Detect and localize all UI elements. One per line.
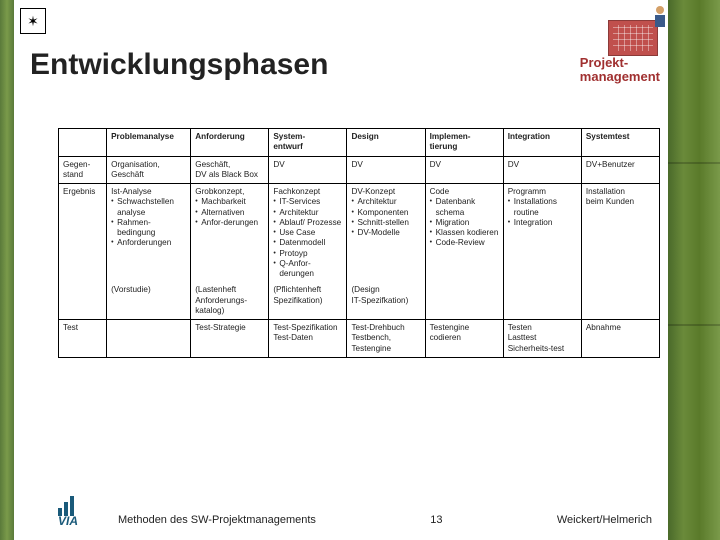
- cell: (Pflichtenheft Spezifikation): [269, 282, 347, 319]
- table-header-row: Problemanalyse Anforderung System-entwur…: [59, 129, 660, 157]
- row-gegenstand: Gegen-stand Organisation, Geschäft Gesch…: [59, 156, 660, 184]
- cell: (Lastenheft Anforderungs-katalog): [191, 282, 269, 319]
- cell: (DesignIT-Spezifkation): [347, 282, 425, 319]
- cell: Abnahme: [581, 320, 659, 358]
- cell: Test-Strategie: [191, 320, 269, 358]
- cell: DV: [269, 156, 347, 184]
- cell-ergebnis-4: DV-KonzeptArchitekturKomponentenSchnitt-…: [347, 184, 425, 283]
- rowlabel-ergebnis: Ergebnis: [59, 184, 107, 283]
- cell: [503, 282, 581, 319]
- cell-ergebnis-7: Installationbeim Kunden: [581, 184, 659, 283]
- cell-ergebnis-5: CodeDatenbank schemaMigrationKlassen kod…: [425, 184, 503, 283]
- row-ergebnis: Ergebnis Ist-AnalyseSchwachstellen analy…: [59, 184, 660, 283]
- phases-table: Problemanalyse Anforderung System-entwur…: [58, 128, 660, 358]
- logo-text: VIA: [58, 514, 78, 528]
- cell: [581, 282, 659, 319]
- pm-label-text: Projekt-management: [580, 55, 660, 84]
- row-test: Test Test-Strategie Test-Spezifikation T…: [59, 320, 660, 358]
- cell-ergebnis-3: FachkonzeptIT-ServicesArchitekturAblauf/…: [269, 184, 347, 283]
- th-implementierung: Implemen-tierung: [425, 129, 503, 157]
- th-blank: [59, 129, 107, 157]
- page-number: 13: [430, 514, 442, 526]
- cell: DV+Benutzer: [581, 156, 659, 184]
- th-integration: Integration: [503, 129, 581, 157]
- cell: Testengine codieren: [425, 320, 503, 358]
- cell: [425, 282, 503, 319]
- corner-icon: ✶: [20, 8, 46, 34]
- cell: Organisation, Geschäft: [107, 156, 191, 184]
- cell: DV: [503, 156, 581, 184]
- rowlabel-test: Test: [59, 320, 107, 358]
- bamboo-decoration-left: [0, 0, 14, 540]
- th-systementwurf: System-entwurf: [269, 129, 347, 157]
- th-design: Design: [347, 129, 425, 157]
- cell-ergebnis-1: Ist-AnalyseSchwachstellen analyseRahmen-…: [107, 184, 191, 283]
- bamboo-decoration-right: [668, 0, 720, 540]
- cell: [107, 320, 191, 358]
- cell: Test-Drehbuch Testbench, Testengine: [347, 320, 425, 358]
- cell: (Vorstudie): [107, 282, 191, 319]
- footer: VIA Methoden des SW-Projektmanagements 1…: [0, 496, 720, 526]
- logo-icon: VIA: [58, 496, 108, 526]
- cell: DV: [425, 156, 503, 184]
- footer-title: Methoden des SW-Projektmanagements: [118, 514, 316, 526]
- row-ergebnis-sub: (Vorstudie) (Lastenheft Anforderungs-kat…: [59, 282, 660, 319]
- cell: Geschäft,DV als Black Box: [191, 156, 269, 184]
- pm-chart-icon: [608, 20, 658, 56]
- pm-label: Projekt-management: [580, 56, 660, 85]
- rowlabel-gegenstand: Gegen-stand: [59, 156, 107, 184]
- cell: Test-Spezifikation Test-Daten: [269, 320, 347, 358]
- th-anforderung: Anforderung: [191, 129, 269, 157]
- cell-ergebnis-6: ProgrammInstallations routineIntegration: [503, 184, 581, 283]
- rowlabel-blank: [59, 282, 107, 319]
- cell: TestenLasttestSicherheits-test: [503, 320, 581, 358]
- cell-ergebnis-2: Grobkonzept,MachbarkeitAlternativenAnfor…: [191, 184, 269, 283]
- th-problemanalyse: Problemanalyse: [107, 129, 191, 157]
- phases-table-wrap: Problemanalyse Anforderung System-entwur…: [58, 128, 660, 358]
- footer-authors: Weickert/Helmerich: [557, 514, 652, 526]
- th-systemtest: Systemtest: [581, 129, 659, 157]
- footer-left: VIA Methoden des SW-Projektmanagements: [58, 496, 316, 526]
- cell: DV: [347, 156, 425, 184]
- pm-person-icon: [652, 6, 668, 36]
- page-title: Entwicklungsphasen: [30, 48, 328, 82]
